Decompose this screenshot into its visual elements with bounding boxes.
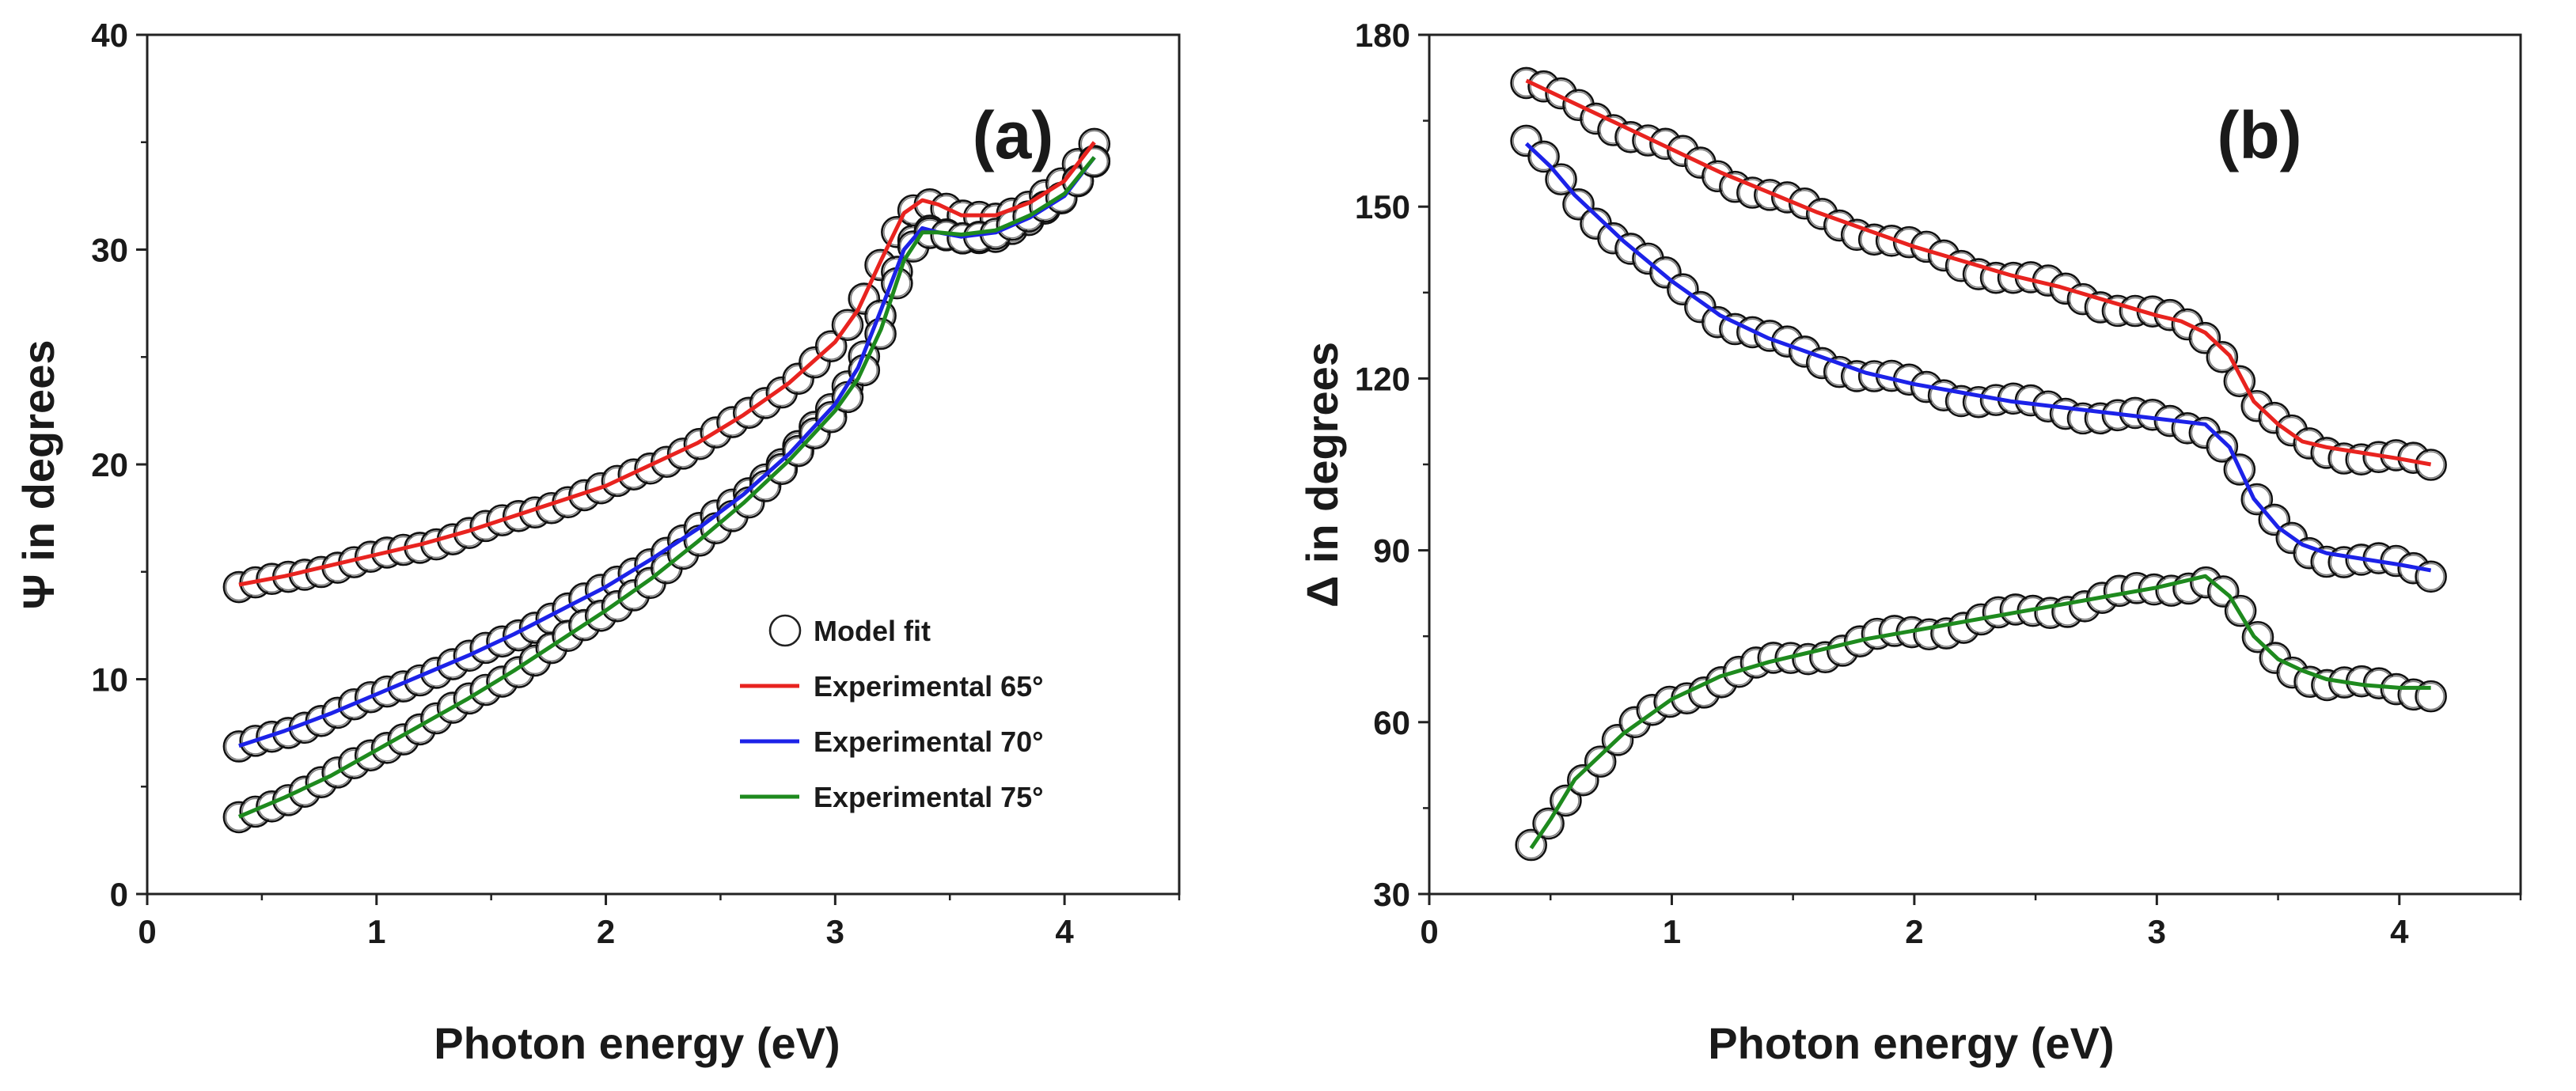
model-fit-point: [1527, 140, 1560, 173]
legend-exp-75-label: Experimental 75°: [814, 781, 1044, 813]
x-axis-title: Photon energy (eV): [1708, 1018, 2114, 1068]
x-tick-label: 2: [1905, 913, 1923, 950]
model-fit-point: [1566, 763, 1599, 797]
y-tick-label: 10: [91, 661, 128, 699]
legend: Model fit Experimental 65° Experimental …: [740, 614, 1044, 813]
legend-model-fit-label: Model fit: [814, 615, 931, 647]
x-tick-label: 0: [1420, 913, 1438, 950]
y-tick-label: 120: [1355, 360, 1410, 397]
model-fit-point: [2206, 430, 2239, 463]
x-tick-label: 0: [138, 913, 156, 950]
y-tick-label: 180: [1355, 17, 1410, 54]
model-fit-point: [2415, 449, 2447, 481]
legend-model-fit-marker: [768, 614, 802, 647]
model-fit-point: [782, 362, 814, 396]
y-tick-label: 30: [1373, 876, 1410, 913]
x-tick-label: 4: [1055, 913, 1074, 950]
experimental-series-line: [1529, 574, 2431, 850]
panel-label: (b): [2217, 98, 2301, 172]
experimental-series-line: [1525, 78, 2432, 467]
model-fit-point: [1584, 745, 1617, 778]
chart-panel-b: 0 1 2 3 4 30 60 90 120 150 180 (b) Photon energy (…: [1297, 17, 2522, 1068]
y-tick-label: 20: [91, 446, 128, 483]
model-fit-point: [2206, 340, 2239, 373]
y-tick-label: 90: [1373, 532, 1410, 570]
experimental-series-line: [238, 156, 1096, 748]
x-tick-label: 3: [2148, 913, 2166, 950]
experimental-series-line: [238, 141, 1096, 587]
y-tick-label: 60: [1373, 704, 1410, 741]
legend-exp-65-label: Experimental 65°: [814, 670, 1044, 703]
x-tick-label: 1: [1663, 913, 1681, 950]
legend-exp-70-label: Experimental 70°: [814, 725, 1044, 758]
x-tick-label: 2: [597, 913, 615, 950]
model-fit-point: [1562, 188, 1595, 221]
y-axis-title: Ψ in degrees: [13, 340, 63, 610]
panel-label: (a): [973, 98, 1054, 172]
experimental-series-line: [1524, 142, 2432, 573]
plot-frame: [146, 33, 1181, 896]
x-axis-title: Photon energy (eV): [434, 1018, 840, 1068]
y-tick-label: 30: [91, 232, 128, 269]
y-tick-label: 150: [1355, 188, 1410, 225]
x-tick-label: 1: [367, 913, 385, 950]
x-tick-label: 3: [826, 913, 844, 950]
model-fit-point: [2415, 560, 2447, 593]
y-tick-label: 0: [110, 876, 128, 913]
y-axis-title: Δ in degrees: [1297, 342, 1347, 608]
x-tick-label: 4: [2390, 913, 2409, 950]
plot-frame: [1428, 33, 2522, 896]
y-tick-label: 40: [91, 17, 128, 54]
experimental-series-line: [237, 156, 1096, 819]
model-fit-point: [2415, 680, 2447, 713]
